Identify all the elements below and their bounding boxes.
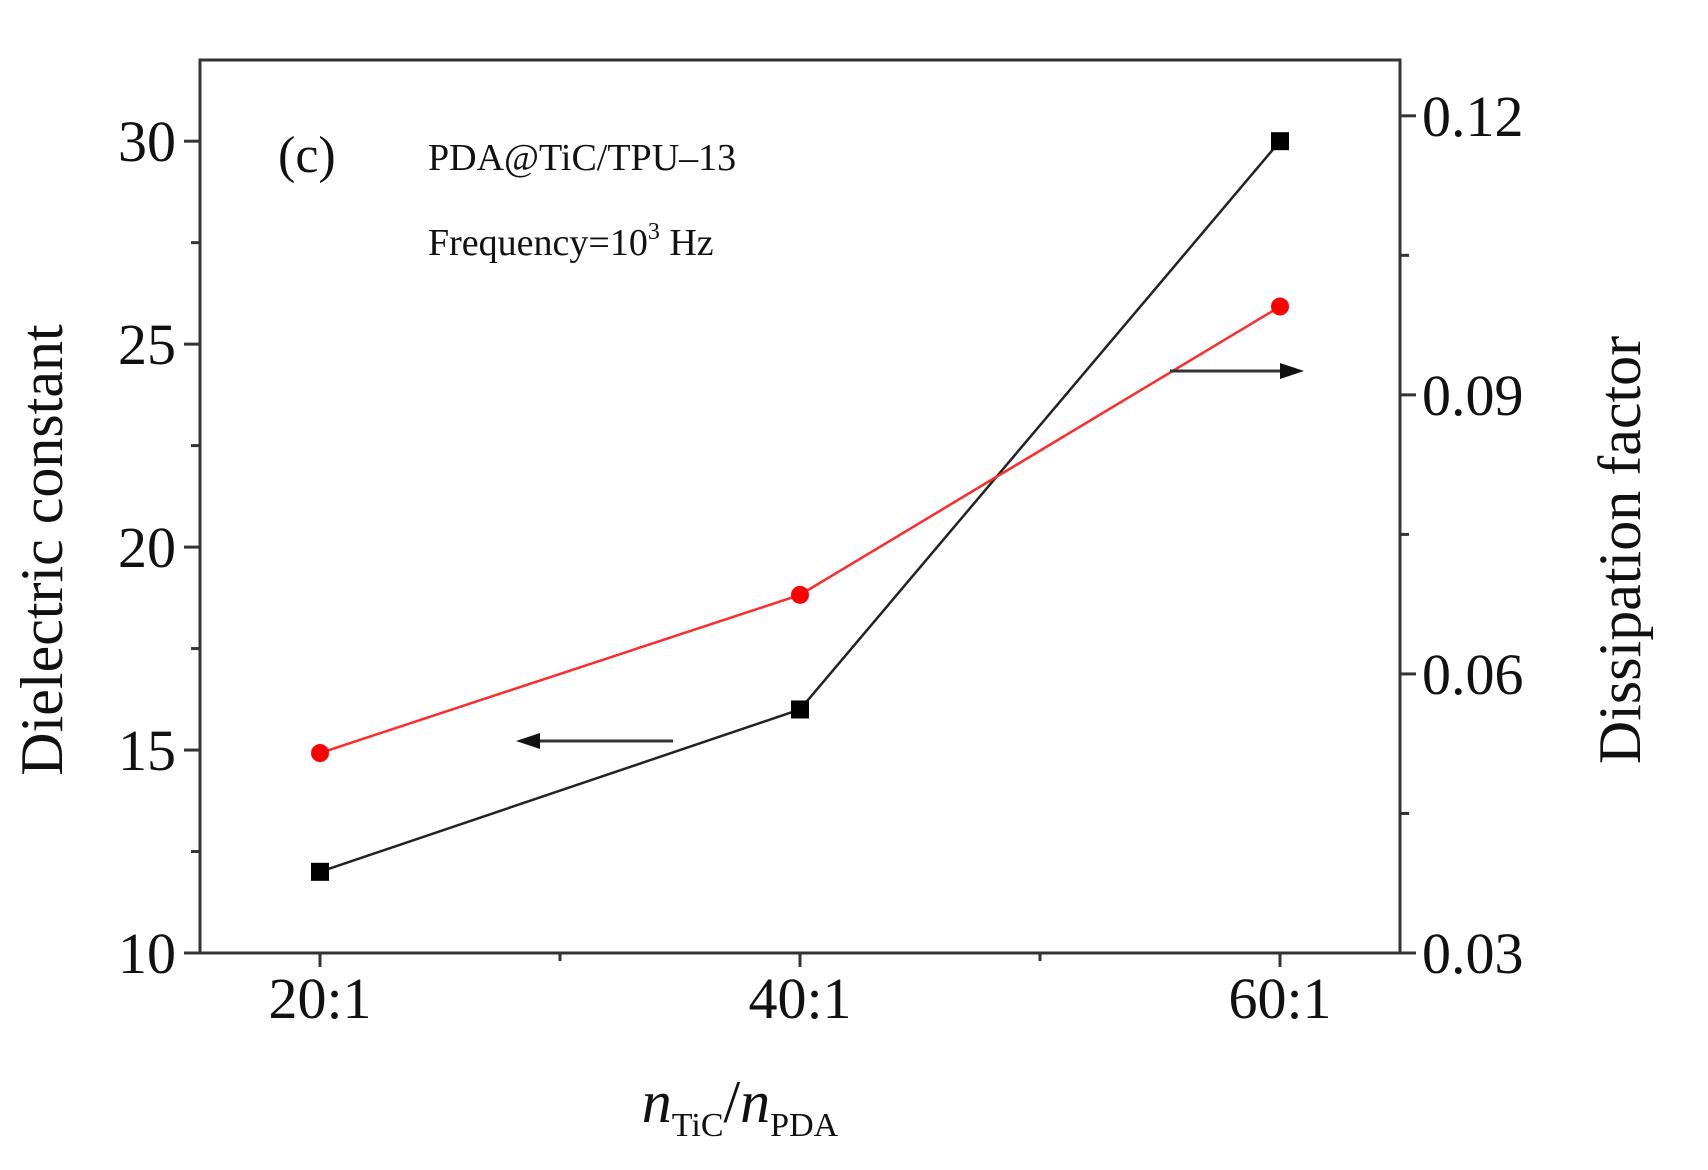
x-tick-label: 20:1 — [268, 966, 371, 1031]
dissipation-line — [319, 305, 1281, 755]
right-arrow — [1170, 363, 1304, 379]
left-axis-ticks: 10 15 20 25 30 — [118, 109, 200, 986]
x-title-sub1: TiC — [672, 1107, 724, 1144]
x-tick-label: 40:1 — [748, 966, 851, 1031]
right-tick-label: 0.06 — [1422, 642, 1524, 707]
left-tick-label: 30 — [118, 109, 176, 174]
right-tick-label: 0.09 — [1422, 363, 1524, 428]
left-tick-label: 15 — [118, 718, 176, 783]
x-title-n1: n — [642, 1069, 672, 1135]
left-arrow — [516, 733, 673, 749]
dielectric-point — [311, 862, 329, 881]
x-axis-ticks: 20:1 40:1 60:1 — [268, 953, 1332, 1031]
dielectric-point — [791, 700, 809, 719]
x-title-sep: / — [724, 1069, 741, 1135]
y-axis-left-title: Dielectric constant — [9, 324, 75, 776]
left-tick-label: 10 — [118, 921, 176, 986]
right-axis-ticks: 0.03 0.06 0.09 0.12 — [1400, 84, 1524, 986]
plot-frame — [198, 58, 1402, 955]
frequency-exponent: 3 — [648, 219, 660, 245]
dissipation-point — [1271, 297, 1289, 316]
y-axis-right-title: Dissipation factor — [1587, 336, 1653, 764]
x-title-sub2: PDA — [770, 1107, 838, 1144]
sample-annotation: PDA@TiC/TPU–13 — [428, 137, 736, 179]
series-layer — [311, 132, 1289, 881]
x-axis-title: nTiC/nPDA — [642, 1069, 839, 1144]
frequency-unit: Hz — [660, 222, 714, 264]
frequency-prefix: Frequency=10 — [428, 222, 648, 264]
x-title-n2: n — [740, 1069, 770, 1135]
frequency-annotation: Frequency=103 Hz — [428, 219, 714, 264]
panel-label: (c) — [278, 127, 336, 184]
left-tick-label: 25 — [118, 312, 176, 377]
dielectric-point — [1271, 132, 1289, 151]
dissipation-point — [311, 744, 329, 763]
x-tick-label: 60:1 — [1228, 966, 1331, 1031]
right-tick-label: 0.12 — [1422, 84, 1524, 149]
left-tick-label: 20 — [118, 515, 176, 580]
dissipation-point — [791, 585, 809, 604]
right-tick-label: 0.03 — [1422, 921, 1524, 986]
